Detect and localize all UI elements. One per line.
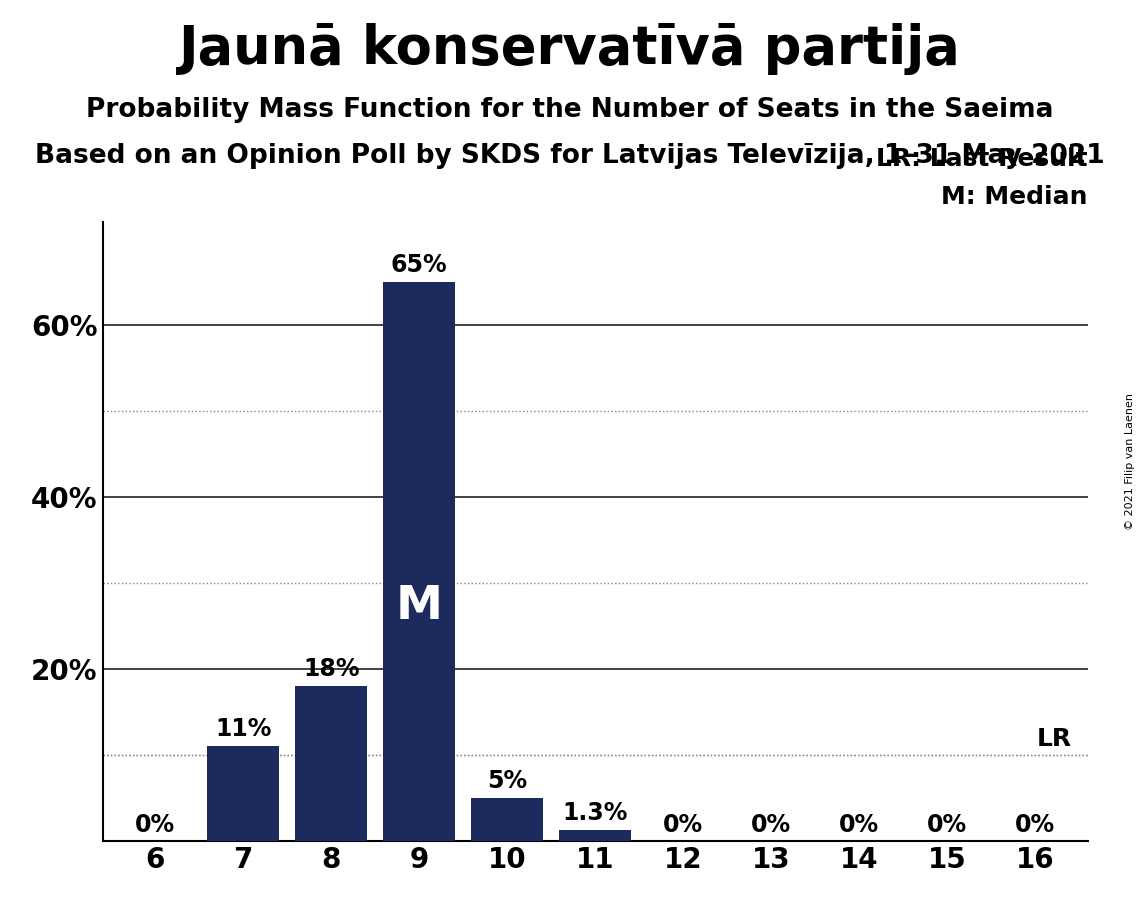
Text: 0%: 0% xyxy=(663,813,703,837)
Text: 0%: 0% xyxy=(1015,813,1055,837)
Bar xyxy=(207,747,279,841)
Text: 0%: 0% xyxy=(927,813,967,837)
Text: Jaunā konservatīvā partija: Jaunā konservatīvā partija xyxy=(179,23,960,75)
Text: M: M xyxy=(395,584,443,628)
Text: 5%: 5% xyxy=(487,769,527,793)
Text: 65%: 65% xyxy=(391,253,448,277)
Text: 0%: 0% xyxy=(839,813,879,837)
Bar xyxy=(559,830,631,841)
Text: Based on an Opinion Poll by SKDS for Latvijas Televīzija, 1–31 May 2021: Based on an Opinion Poll by SKDS for Lat… xyxy=(34,143,1105,169)
Bar xyxy=(295,686,367,841)
Text: 11%: 11% xyxy=(215,717,271,741)
Text: LR: Last Result: LR: Last Result xyxy=(876,148,1088,172)
Text: © 2021 Filip van Laenen: © 2021 Filip van Laenen xyxy=(1125,394,1134,530)
Text: 18%: 18% xyxy=(303,657,360,681)
Text: 0%: 0% xyxy=(136,813,175,837)
Text: 0%: 0% xyxy=(751,813,792,837)
Bar xyxy=(472,797,543,841)
Text: Probability Mass Function for the Number of Seats in the Saeima: Probability Mass Function for the Number… xyxy=(85,97,1054,123)
Bar xyxy=(383,282,456,841)
Text: LR: LR xyxy=(1036,726,1072,750)
Text: M: Median: M: Median xyxy=(941,185,1088,209)
Text: 1.3%: 1.3% xyxy=(563,800,628,824)
